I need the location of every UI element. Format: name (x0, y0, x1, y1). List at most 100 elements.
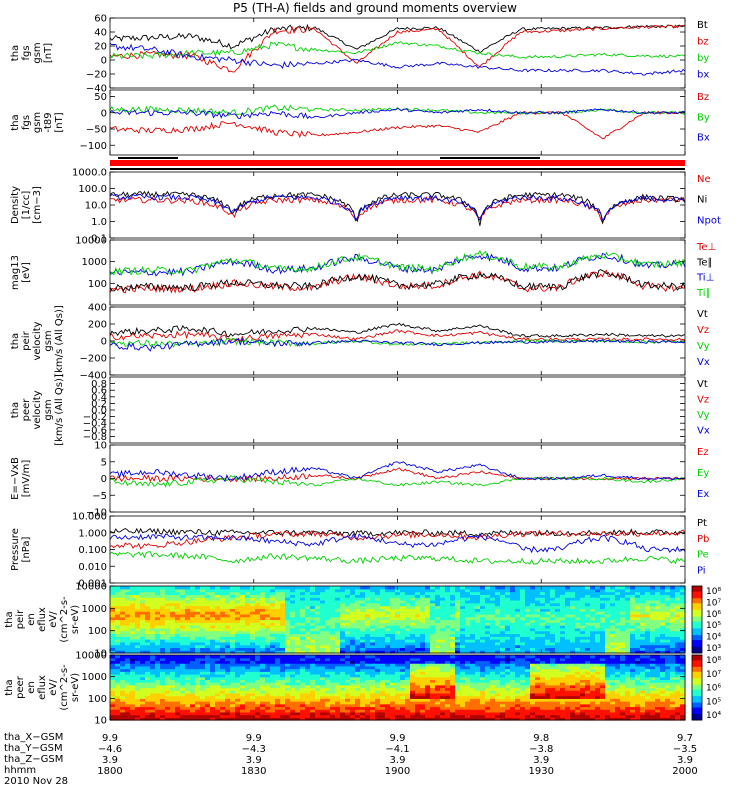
spectrogram-cell (325, 602, 331, 607)
spectrogram-cell (135, 636, 141, 640)
spectrogram-cell (330, 657, 336, 662)
spectrogram-cell (660, 613, 666, 618)
spectrogram-cell (130, 695, 136, 699)
y-axis-label: tha (10, 114, 21, 130)
spectrogram-cell (320, 627, 326, 632)
spectrogram-cell (365, 676, 371, 680)
spectrogram-cell (530, 627, 536, 632)
spectrogram-cell (440, 591, 446, 595)
spectrogram-cell (255, 687, 261, 691)
spectrogram-cell (215, 641, 221, 646)
spectrogram-cell (205, 717, 211, 721)
spectrogram-cell (455, 660, 461, 664)
spectrogram-cell (245, 673, 251, 678)
spectrogram-cell (565, 588, 571, 593)
spectrogram-cell (230, 687, 236, 691)
spectrogram-cell (205, 660, 211, 664)
spectrogram-cell (180, 695, 186, 699)
spectrogram-cell (180, 619, 186, 623)
spectrogram-cell (145, 695, 151, 699)
spectrogram-cell (340, 711, 346, 716)
spectrogram-cell (540, 605, 546, 609)
spectrogram-cell (500, 594, 506, 598)
spectrogram-cell (190, 671, 196, 675)
spectrogram-cell (390, 627, 396, 632)
spectrogram-cell (440, 679, 446, 683)
spectrogram-cell (585, 608, 591, 612)
spectrogram-cell (395, 619, 401, 623)
spectrogram-cell (285, 668, 291, 672)
spectrogram-cell (660, 602, 666, 607)
spectrogram-cell (540, 622, 546, 626)
spectrogram-cell (615, 591, 621, 595)
spectrogram-cell (315, 597, 321, 601)
spectrogram-cell (495, 711, 501, 716)
spectrogram-cell (245, 639, 251, 643)
spectrogram-cell (480, 711, 486, 716)
spectrogram-cell (145, 622, 151, 626)
spectrogram-cell (490, 650, 496, 654)
spectrogram-cell (475, 701, 481, 705)
legend-label-2: Bx (697, 133, 710, 144)
spectrogram-cell (295, 605, 301, 609)
spectrogram-cell (645, 597, 651, 601)
spectrogram-cell (285, 709, 291, 713)
spectrogram-cell (275, 714, 281, 718)
spectrogram-cell (135, 698, 141, 702)
spectrogram-cell (445, 619, 451, 623)
spectrogram-cell (650, 630, 656, 635)
spectrogram-cell (500, 588, 506, 593)
spectrogram-cell (265, 627, 271, 632)
spectrogram-cell (295, 687, 301, 691)
spectrogram-cell (305, 687, 311, 691)
spectrogram-cell (400, 636, 406, 640)
spectrogram-cell (680, 619, 686, 623)
spectrogram-cell (405, 709, 411, 713)
spectrogram-cell (275, 655, 281, 659)
spectrogram-cell (395, 613, 401, 618)
spectrogram-cell (380, 588, 386, 593)
spectrogram-cell (260, 644, 266, 649)
spectrogram-cell (370, 671, 376, 675)
spectrogram-cell (160, 660, 166, 664)
spectrogram-cell (265, 709, 271, 713)
spectrogram-cell (310, 655, 316, 659)
spectrogram-cell (440, 588, 446, 593)
spectrogram-cell (380, 625, 386, 629)
spectrogram-cell (295, 625, 301, 629)
spectrogram-cell (390, 714, 396, 718)
spectrogram-cell (255, 668, 261, 672)
spectrogram-cell (610, 597, 616, 601)
spectrogram-cell (510, 641, 516, 646)
spectrogram-cell (300, 673, 306, 678)
spectrogram-cell (630, 594, 636, 598)
y-axis-label: en (26, 613, 37, 626)
spectrogram-cell (325, 663, 331, 667)
spectrogram-cell (505, 647, 511, 651)
spectrogram-cell (485, 602, 491, 607)
spectrogram-cell (115, 641, 121, 646)
spectrogram-cell (115, 684, 121, 689)
spectrogram-cell (310, 657, 316, 662)
spectrogram-cell (310, 698, 316, 702)
spectrogram-cell (235, 706, 241, 710)
spectrogram-cell (165, 706, 171, 710)
spectrogram-cell (220, 684, 226, 689)
spectrogram-cell (155, 597, 161, 601)
spectrogram-cell (195, 636, 201, 640)
spectrogram-cell (265, 619, 271, 623)
spectrogram-cell (610, 608, 616, 612)
spectrogram-cell (435, 611, 441, 615)
spectrogram-cell (520, 611, 526, 615)
spectrogram-cell (495, 717, 501, 721)
spectrogram-cell (300, 687, 306, 691)
spectrogram-cell (240, 698, 246, 702)
spectrogram-cell (430, 599, 436, 604)
spectrogram-cell (225, 711, 231, 716)
spectrogram-cell (310, 597, 316, 601)
spectrogram-cell (350, 613, 356, 618)
spectrogram-cell (535, 622, 541, 626)
series-line-te∥ (109, 269, 686, 293)
spectrogram-cell (230, 684, 236, 689)
spectrogram-cell (680, 599, 686, 604)
